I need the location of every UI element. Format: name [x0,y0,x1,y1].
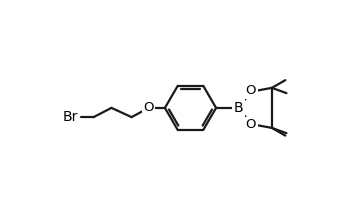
Text: B: B [234,101,243,115]
Text: Br: Br [63,110,78,124]
Text: O: O [246,84,256,97]
Text: O: O [246,118,256,131]
Text: O: O [143,101,154,114]
